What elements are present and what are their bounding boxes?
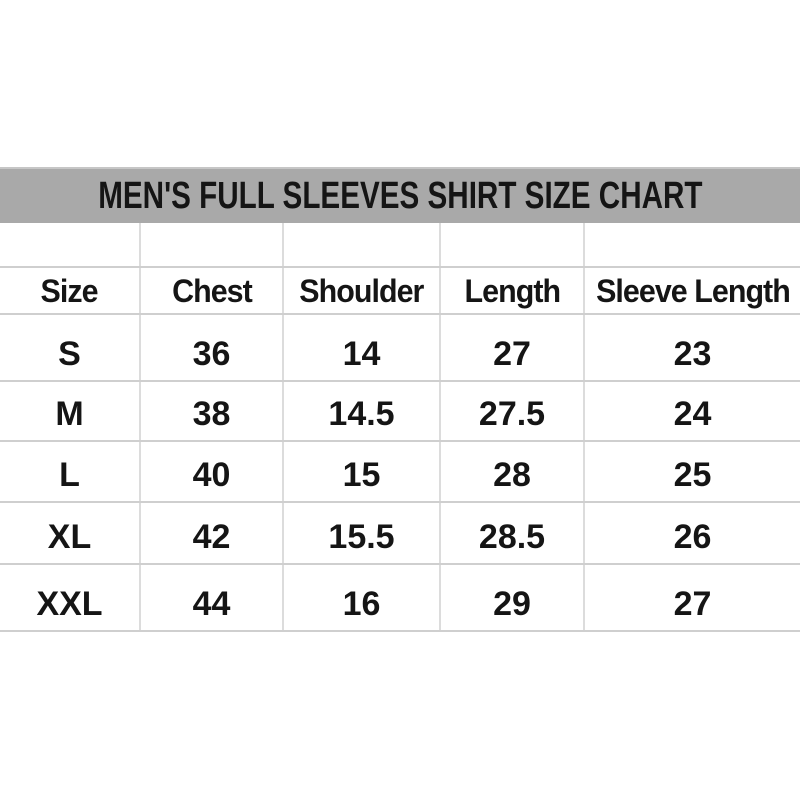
cell-chest: 44 bbox=[141, 565, 284, 630]
cell-chest: 40 bbox=[141, 442, 284, 501]
cell-sleeve-length: 23 bbox=[673, 335, 712, 373]
header-label: Chest bbox=[171, 272, 253, 309]
header-cell-chest: Chest bbox=[141, 268, 284, 313]
cell-size: XXL bbox=[0, 565, 141, 630]
cell-length: 29 bbox=[441, 565, 585, 630]
table-row: XXL 44 16 29 27 bbox=[0, 565, 800, 632]
cell-sleeve-length: 24 bbox=[673, 395, 712, 433]
cell-chest: 42 bbox=[141, 503, 284, 563]
header-label: Sleeve Length bbox=[595, 272, 791, 309]
cell-length: 27 bbox=[441, 315, 585, 380]
cell-sleeve-length: 27 bbox=[673, 585, 712, 623]
cell-sleeve-length: 26 bbox=[673, 518, 712, 556]
header-cell-length: Length bbox=[441, 268, 585, 313]
header-row: Size Chest Shoulder Length Sleeve Length bbox=[0, 268, 800, 315]
cell-length: 28 bbox=[441, 442, 585, 501]
spacer-cell bbox=[141, 223, 284, 266]
cell-shoulder: 14.5 bbox=[284, 382, 441, 440]
spacer-row bbox=[0, 223, 800, 268]
cell-shoulder: 15 bbox=[284, 442, 441, 501]
cell-length: 27.5 bbox=[441, 382, 585, 440]
header-cell-sleeve-length: Sleeve Length bbox=[585, 268, 800, 313]
cell-shoulder: 15.5 bbox=[284, 503, 441, 563]
spacer-cell bbox=[441, 223, 585, 266]
table-row: XL 42 15.5 28.5 26 bbox=[0, 503, 800, 565]
spacer-cell bbox=[0, 223, 141, 266]
chart-title: MEN'S FULL SLEEVES SHIRT SIZE CHART bbox=[97, 175, 703, 217]
cell-size: S bbox=[0, 315, 141, 380]
table-row: S 36 14 27 23 bbox=[0, 315, 800, 382]
chart-title-band: MEN'S FULL SLEEVES SHIRT SIZE CHART bbox=[0, 167, 800, 223]
header-cell-shoulder: Shoulder bbox=[284, 268, 441, 313]
cell-sleeve-length: 25 bbox=[673, 456, 712, 494]
cell-chest: 38 bbox=[141, 382, 284, 440]
cell-shoulder: 16 bbox=[284, 565, 441, 630]
cell-size: M bbox=[0, 382, 141, 440]
header-label: Shoulder bbox=[299, 272, 424, 309]
cell-chest: 36 bbox=[141, 315, 284, 380]
spacer-cell bbox=[585, 223, 800, 266]
header-label: Length bbox=[464, 272, 561, 309]
header-label: Size bbox=[40, 272, 99, 309]
cell-length: 28.5 bbox=[441, 503, 585, 563]
spacer-cell bbox=[284, 223, 441, 266]
size-table: Size Chest Shoulder Length Sleeve Length… bbox=[0, 223, 800, 632]
header-cell-size: Size bbox=[0, 268, 141, 313]
table-row: M 38 14.5 27.5 24 bbox=[0, 382, 800, 442]
cell-size: XL bbox=[0, 503, 141, 563]
cell-shoulder: 14 bbox=[284, 315, 441, 380]
table-row: L 40 15 28 25 bbox=[0, 442, 800, 503]
cell-size: L bbox=[0, 442, 141, 501]
